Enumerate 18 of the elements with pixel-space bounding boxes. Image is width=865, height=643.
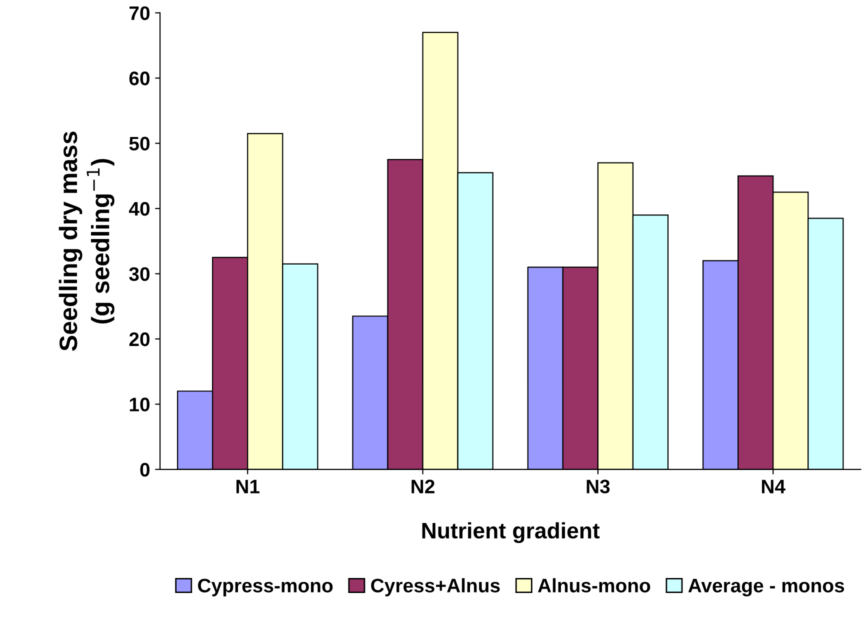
y-tick-label: 60 (129, 72, 150, 86)
y-axis-title: Seedling dry mass (g seedling$^{−1}$) (58, 132, 114, 351)
y-tick-label: 30 (129, 267, 150, 281)
legend-label: Alnus-mono (538, 578, 650, 592)
x-tick-label: N2 (412, 480, 434, 494)
y-tick-label: 50 (129, 136, 150, 151)
legend-label: Average - monos (688, 578, 844, 596)
y-tick-label: 70 (130, 6, 150, 20)
x-tick-label: N4 (762, 480, 786, 494)
x-tick-label: N3 (586, 480, 610, 494)
y-tick-label: 20 (129, 332, 150, 346)
y-tick-label: 40 (128, 202, 150, 216)
x-axis-title: Nutrient gradient (422, 522, 600, 544)
y-tick-label: 0 (140, 462, 150, 477)
y-tick-label: 10 (130, 398, 150, 412)
legend-label: Cyress+Alnus (371, 578, 500, 596)
legend-label: Cypress-mono (198, 578, 333, 596)
x-tick-label: N1 (236, 480, 260, 494)
